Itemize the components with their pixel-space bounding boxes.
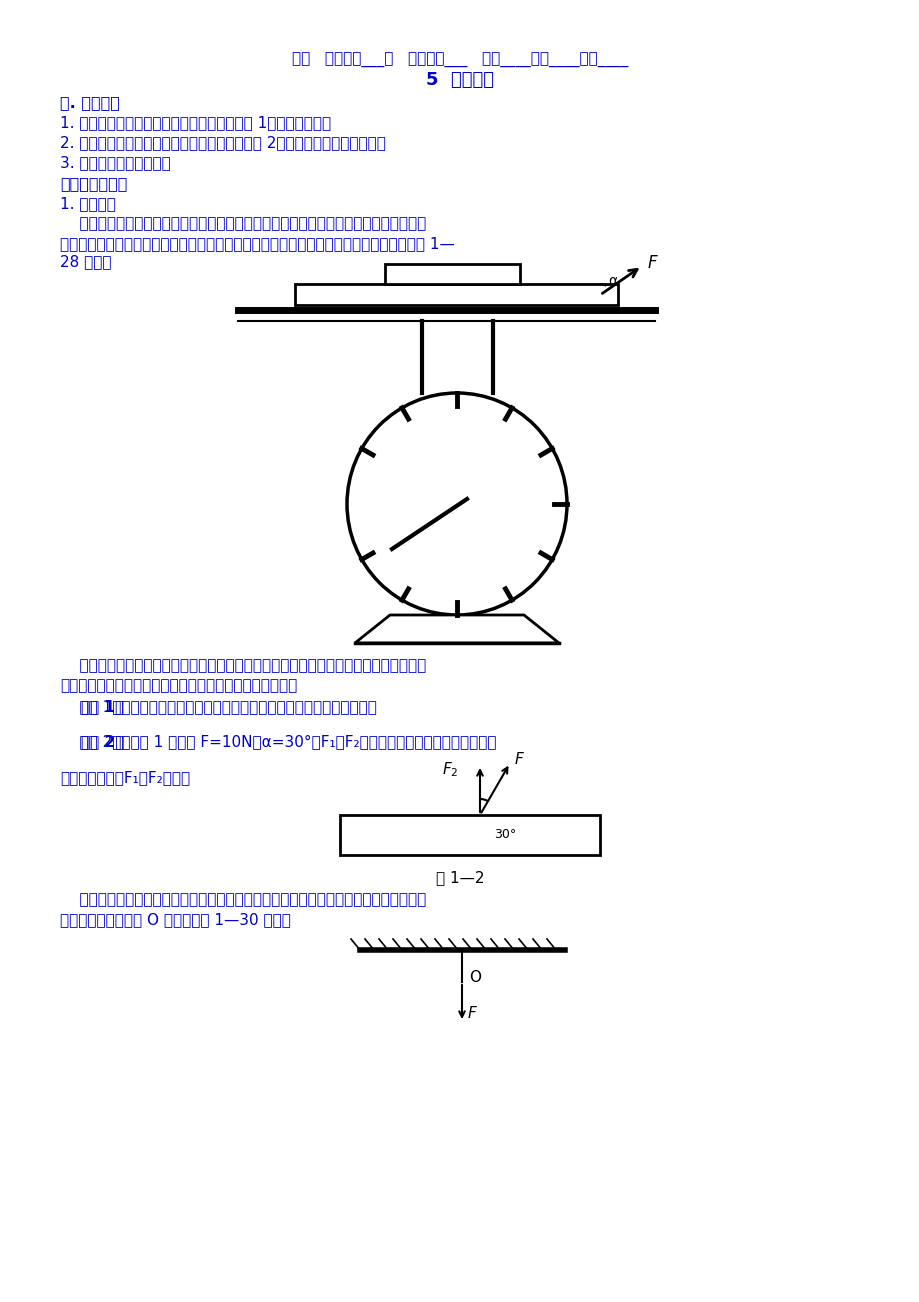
Text: $F$: $F$ bbox=[514, 751, 525, 767]
Text: 形知识列式计算F₁、F₂的值．: 形知识列式计算F₁、F₂的值． bbox=[60, 771, 190, 785]
Text: 3. 理解力的分解的方法。: 3. 理解力的分解的方法。 bbox=[60, 155, 171, 171]
Polygon shape bbox=[340, 815, 599, 855]
Text: 用一斜向上的拉力使重物在此木板上运动（运动距离不宜太长），观察台秤读数减小．如图 1—: 用一斜向上的拉力使重物在此木板上运动（运动距离不宜太长），观察台秤读数减小．如图… bbox=[60, 237, 454, 251]
Text: 二、问题与例题: 二、问题与例题 bbox=[60, 177, 127, 191]
Text: α: α bbox=[607, 273, 617, 288]
Text: 28 所示．: 28 所示． bbox=[60, 254, 111, 270]
Text: 1. 力的分解: 1. 力的分解 bbox=[60, 197, 116, 211]
Text: 问题 1：: 问题 1： bbox=[60, 699, 124, 715]
Text: 图 1—2: 图 1—2 bbox=[436, 871, 483, 885]
Text: 在一台秤托盘上放一长度合适的长木板，木板上放一重物，静止时指针指示一定的值，: 在一台秤托盘上放一长度合适的长木板，木板上放一重物，静止时指针指示一定的值， bbox=[60, 216, 425, 232]
Polygon shape bbox=[384, 264, 519, 284]
Text: F: F bbox=[468, 1006, 476, 1022]
Text: $F_2$: $F_2$ bbox=[441, 760, 458, 780]
Text: 在黑板上固定一彩色橡皮绳，并在绳的另一端（结点）系上两根细线，请同学用一竖直: 在黑板上固定一彩色橡皮绳，并在绳的另一端（结点）系上两根细线，请同学用一竖直 bbox=[60, 892, 425, 907]
Text: 向下的力把结点拉到 O 位置，如图 1—30 所示．: 向下的力把结点拉到 O 位置，如图 1—30 所示． bbox=[60, 913, 290, 927]
Polygon shape bbox=[355, 615, 559, 643]
Text: 原来的那个力的分力．求一个已知力的分力叫做力的分解．: 原来的那个力的分力．求一个已知力的分力叫做力的分解． bbox=[60, 678, 297, 694]
Text: F: F bbox=[647, 254, 657, 272]
Text: 5  力的分解: 5 力的分解 bbox=[425, 72, 494, 89]
Text: 问题 2：: 问题 2： bbox=[60, 734, 124, 750]
Text: ［结论］几个力，如果它们产生的效果跟原来一个力产生的效果相同，这几个力就叫做: ［结论］几个力，如果它们产生的效果跟原来一个力产生的效果相同，这几个力就叫做 bbox=[60, 659, 425, 673]
Ellipse shape bbox=[346, 393, 566, 615]
Text: 一. 学习目标: 一. 学习目标 bbox=[60, 95, 119, 111]
Polygon shape bbox=[295, 284, 618, 305]
Text: O: O bbox=[469, 970, 481, 986]
Text: 问题 1：力的合成遵守平行四边形定则，力的分解是否也遵守什么定则？: 问题 1：力的合成遵守平行四边形定则，力的分解是否也遵守什么定则？ bbox=[60, 699, 377, 715]
Text: 1. 知道分力的概念及力的分解的含义．思考题 1：什么是分力？: 1. 知道分力的概念及力的分解的含义．思考题 1：什么是分力？ bbox=[60, 116, 331, 130]
Text: 30°: 30° bbox=[494, 828, 516, 841]
Text: 学案   执行时间___周   授课教师___   年级____班级____姓名____: 学案 执行时间___周 授课教师___ 年级____班级____姓名____ bbox=[291, 52, 628, 68]
Text: 问题 2：在演示 1 中，若 F=10N，α=30°，F₁和F₂的大小分别为多少？请同学用三角: 问题 2：在演示 1 中，若 F=10N，α=30°，F₁和F₂的大小分别为多少… bbox=[60, 734, 496, 750]
Text: 2. 知道力的分解遵守平行四边形的定则．思考题 2：力的分解遵循什么定则？: 2. 知道力的分解遵守平行四边形的定则．思考题 2：力的分解遵循什么定则？ bbox=[60, 135, 385, 151]
